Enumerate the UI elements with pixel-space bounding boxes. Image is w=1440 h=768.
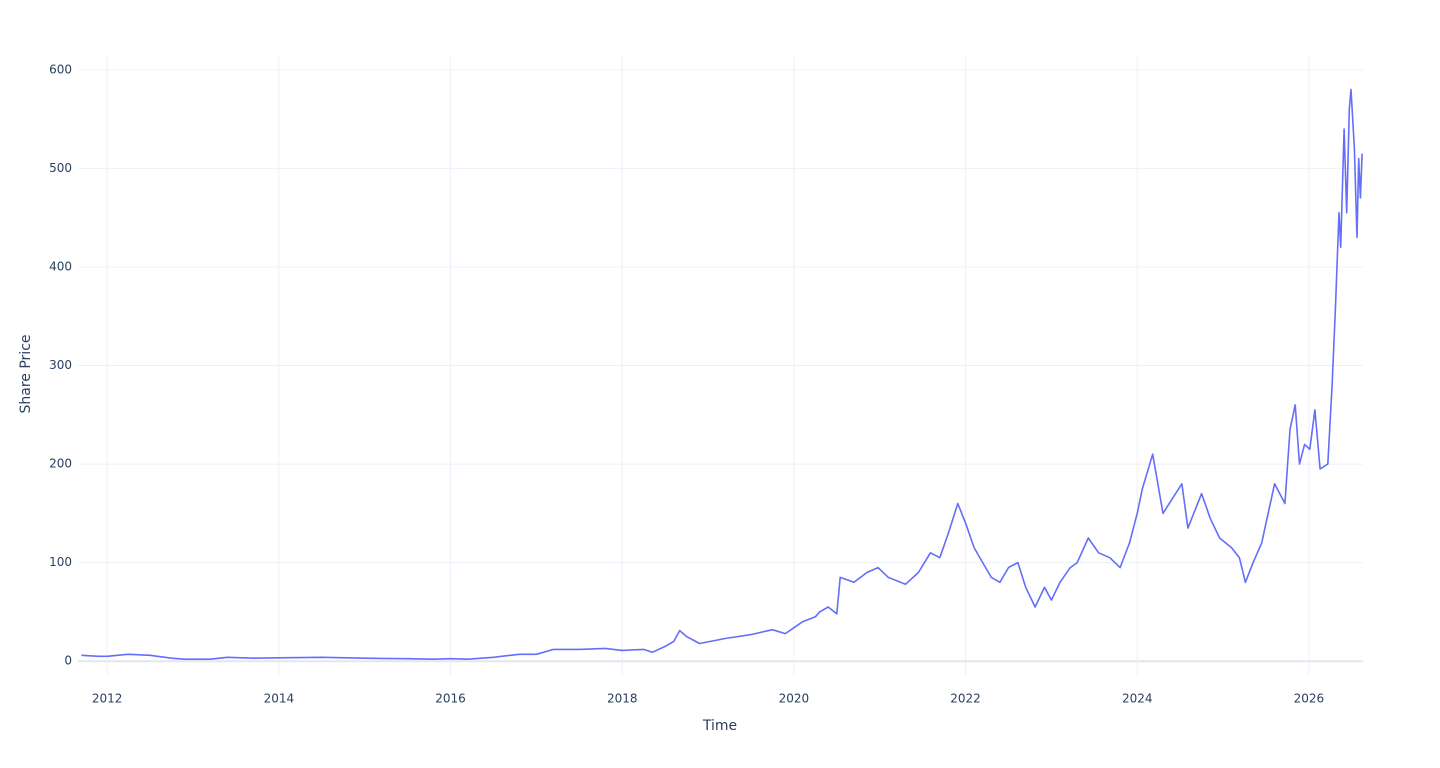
y-tick-label: 300 (49, 358, 72, 372)
y-tick-label: 100 (49, 555, 72, 569)
y-axis-title: Share Price (18, 334, 34, 413)
x-tick-label: 2016 (435, 692, 466, 706)
y-tick-label: 200 (49, 457, 72, 471)
y-tick-label: 500 (49, 161, 72, 175)
y-tick-label: 0 (64, 654, 72, 668)
x-axis-title: Time (702, 718, 737, 734)
y-tick-label: 600 (49, 62, 72, 76)
x-tick-label: 2012 (92, 692, 123, 706)
price-line (81, 88, 1363, 660)
x-tick-label: 2020 (779, 692, 810, 706)
y-tick-label: 400 (49, 259, 72, 273)
x-tick-label: 2022 (950, 692, 981, 706)
x-tick-label: 2014 (264, 692, 295, 706)
x-tick-label: 2024 (1122, 692, 1153, 706)
x-tick-label: 2026 (1294, 692, 1325, 706)
x-tick-label: 2018 (607, 692, 638, 706)
